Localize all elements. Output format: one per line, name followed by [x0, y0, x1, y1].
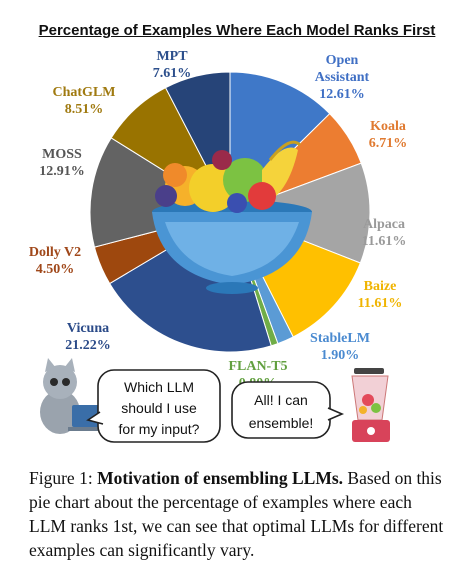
- slice-label-flan-t5: FLAN-T5: [228, 359, 287, 374]
- slice-label-chatglm: ChatGLM: [53, 85, 116, 100]
- bubble-right-line-1: All! I can: [254, 392, 308, 408]
- caption-text: Based on this pie chart about the percen…: [29, 468, 444, 560]
- slice-label-dolly-v2: 4.50%: [36, 262, 75, 277]
- slice-label-mpt: MPT: [156, 49, 188, 64]
- slice-label-moss: 12.91%: [39, 164, 85, 179]
- chart-title: Percentage of Examples Where Each Model …: [38, 22, 436, 39]
- slice-label-stablelm: 1.90%: [321, 348, 360, 363]
- bubble-left-line-3: for my input?: [119, 421, 200, 437]
- slice-label-dolly-v2: Dolly V2: [29, 245, 81, 260]
- slice-label-open-assistant: 12.61%: [319, 87, 365, 102]
- slice-label-chatglm: 8.51%: [65, 102, 104, 117]
- caption-bold: Motivation of ensembling LLMs.: [97, 468, 344, 488]
- slice-label-koala: 6.71%: [369, 136, 408, 151]
- slice-label-open-assistant: Open: [326, 53, 359, 68]
- caption-prefix: Figure 1:: [29, 468, 98, 488]
- bubble-left-line-2: should I use: [121, 400, 197, 416]
- slice-label-alpaca: 11.61%: [362, 234, 407, 249]
- slice-label-moss: MOSS: [42, 147, 82, 162]
- slice-label-open-assistant: Assistant: [315, 70, 370, 85]
- question-speech-bubble: Which LLM should I use for my input?: [86, 369, 221, 443]
- slice-label-stablelm: StableLM: [310, 331, 370, 346]
- slice-label-baize: Baize: [364, 279, 397, 294]
- pie-chart: Open Assistant 12.61% Koala 6.71% Alpaca 11.61…: [29, 49, 408, 443]
- answer-speech-bubble: All! I can ensemble!: [231, 381, 345, 439]
- slice-label-vicuna: 21.22%: [65, 338, 111, 353]
- slice-label-alpaca: Alpaca: [363, 217, 405, 232]
- slice-label-koala: Koala: [370, 119, 406, 134]
- bubble-right-line-2: ensemble!: [249, 415, 314, 431]
- slice-label-mpt: 7.61%: [153, 66, 192, 81]
- slice-label-vicuna: Vicuna: [67, 321, 109, 336]
- slice-label-baize: 11.61%: [358, 296, 403, 311]
- figure-caption: Figure 1: Motivation of ensembling LLMs.…: [29, 466, 453, 562]
- fruit-bowl-illustration: [152, 140, 312, 294]
- bubble-left-line-1: Which LLM: [124, 379, 194, 395]
- blender-illustration: [351, 368, 390, 442]
